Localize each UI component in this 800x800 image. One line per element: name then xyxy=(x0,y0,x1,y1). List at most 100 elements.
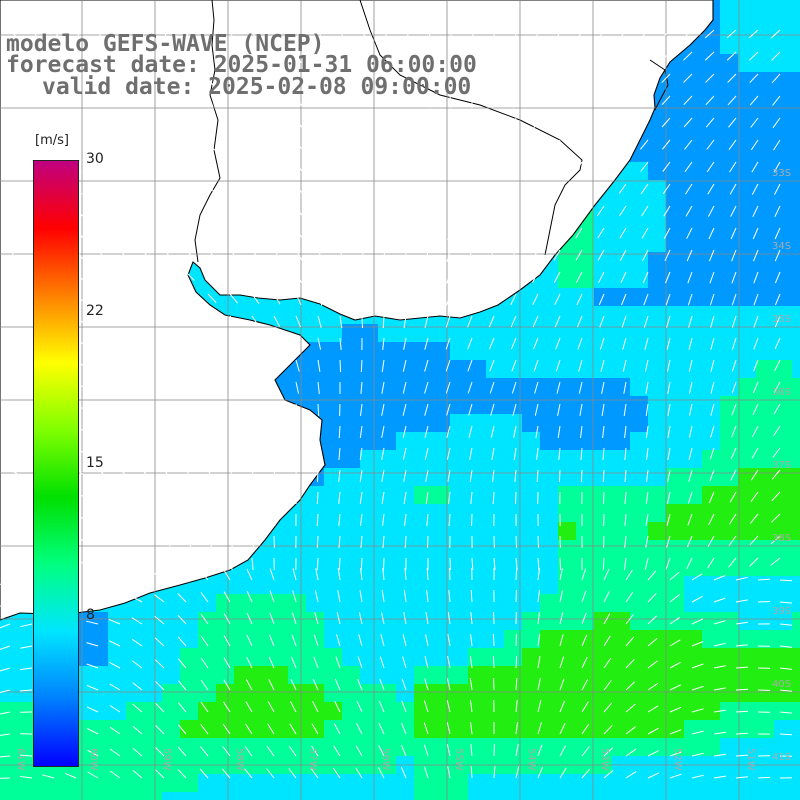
wind-cell xyxy=(666,666,684,684)
wind-cell xyxy=(306,396,324,414)
wind-arrow xyxy=(141,469,151,479)
wind-cell xyxy=(378,468,396,486)
wind-arrow xyxy=(471,29,475,42)
wind-cell xyxy=(216,774,234,792)
wind-arrow xyxy=(9,535,22,542)
wind-cell xyxy=(756,792,774,800)
wind-cell xyxy=(666,414,684,432)
wind-cell xyxy=(450,450,468,468)
wind-cell xyxy=(36,774,54,792)
wind-arrow xyxy=(141,381,152,390)
wind-arrow xyxy=(688,337,693,350)
wind-arrow xyxy=(713,620,726,625)
wind-cell xyxy=(594,720,612,738)
wind-cell xyxy=(684,54,702,72)
wind-cell xyxy=(738,144,756,162)
wind-arrow xyxy=(533,337,539,350)
wind-arrow xyxy=(229,447,236,460)
wind-arrow xyxy=(663,227,671,239)
wind-arrow xyxy=(251,337,259,349)
wind-arrow xyxy=(662,139,671,150)
wind-cell xyxy=(450,594,468,612)
wind-arrow xyxy=(713,575,726,581)
wind-cell xyxy=(162,702,180,720)
wind-arrow xyxy=(424,315,429,328)
wind-cell xyxy=(756,666,774,684)
wind-arrow xyxy=(709,271,715,284)
wind-arrow xyxy=(576,293,583,306)
wind-cell xyxy=(774,612,792,630)
wind-arrow xyxy=(200,657,209,669)
wind-cell xyxy=(360,522,378,540)
wind-cell xyxy=(468,414,486,432)
wind-arrow xyxy=(402,381,407,394)
wind-arrow xyxy=(383,183,388,196)
wind-arrow xyxy=(86,620,99,625)
wind-arrow xyxy=(713,775,726,779)
wind-cell xyxy=(720,468,738,486)
wind-arrow xyxy=(207,29,212,42)
wind-arrow xyxy=(97,425,109,434)
wind-cell xyxy=(378,342,396,360)
wind-cell xyxy=(630,684,648,702)
wind-arrow xyxy=(273,95,281,107)
wind-cell xyxy=(630,486,648,504)
wind-arrow xyxy=(603,535,605,549)
wind-cell xyxy=(252,666,270,684)
wind-arrow xyxy=(381,403,385,416)
wind-arrow xyxy=(42,774,55,779)
wind-cell xyxy=(558,540,576,558)
wind-cell xyxy=(450,792,468,800)
wind-cell xyxy=(702,576,720,594)
wind-arrow xyxy=(338,535,341,549)
wind-cell xyxy=(360,666,378,684)
wind-arrow xyxy=(514,51,517,64)
wind-cell xyxy=(486,342,504,360)
wind-cell xyxy=(630,648,648,666)
wind-cell xyxy=(468,630,486,648)
wind-arrow xyxy=(537,722,542,735)
wind-arrow xyxy=(757,776,771,779)
wind-cell xyxy=(72,774,90,792)
wind-arrow xyxy=(109,705,121,713)
wind-arrow xyxy=(511,139,517,152)
wind-cell xyxy=(720,414,738,432)
wind-arrow xyxy=(119,117,126,130)
wind-arrow xyxy=(424,293,429,306)
wind-arrow xyxy=(269,634,275,647)
wind-cell xyxy=(774,702,792,720)
wind-cell xyxy=(630,216,648,234)
wind-cell xyxy=(468,558,486,576)
wind-arrow xyxy=(691,708,704,713)
wind-cell xyxy=(738,90,756,108)
wind-cell xyxy=(558,486,576,504)
wind-arrow xyxy=(229,359,238,371)
wind-arrow xyxy=(471,513,473,527)
wind-cell xyxy=(540,774,558,792)
wind-arrow xyxy=(273,491,276,504)
wind-arrow xyxy=(727,95,737,106)
wind-arrow xyxy=(596,161,605,172)
wind-arrow xyxy=(246,634,253,647)
wind-cell xyxy=(576,378,594,396)
wind-arrow xyxy=(710,315,715,328)
wind-cell xyxy=(108,702,126,720)
wind-cell xyxy=(342,594,360,612)
wind-arrow xyxy=(339,73,346,85)
wind-cell xyxy=(18,666,36,684)
wind-arrow xyxy=(9,51,19,62)
wind-cell xyxy=(126,738,144,756)
wind-cell xyxy=(360,360,378,378)
wind-cell xyxy=(756,216,774,234)
wind-cell xyxy=(306,324,324,342)
wind-cell xyxy=(774,126,792,144)
wind-cell xyxy=(558,450,576,468)
wind-cell xyxy=(738,648,756,666)
wind-arrow xyxy=(576,315,583,328)
wind-cell xyxy=(720,684,738,702)
wind-cell xyxy=(720,738,738,756)
wind-arrow xyxy=(229,381,237,393)
wind-cell xyxy=(288,360,306,378)
wind-arrow xyxy=(445,337,451,350)
wind-arrow xyxy=(515,535,518,549)
